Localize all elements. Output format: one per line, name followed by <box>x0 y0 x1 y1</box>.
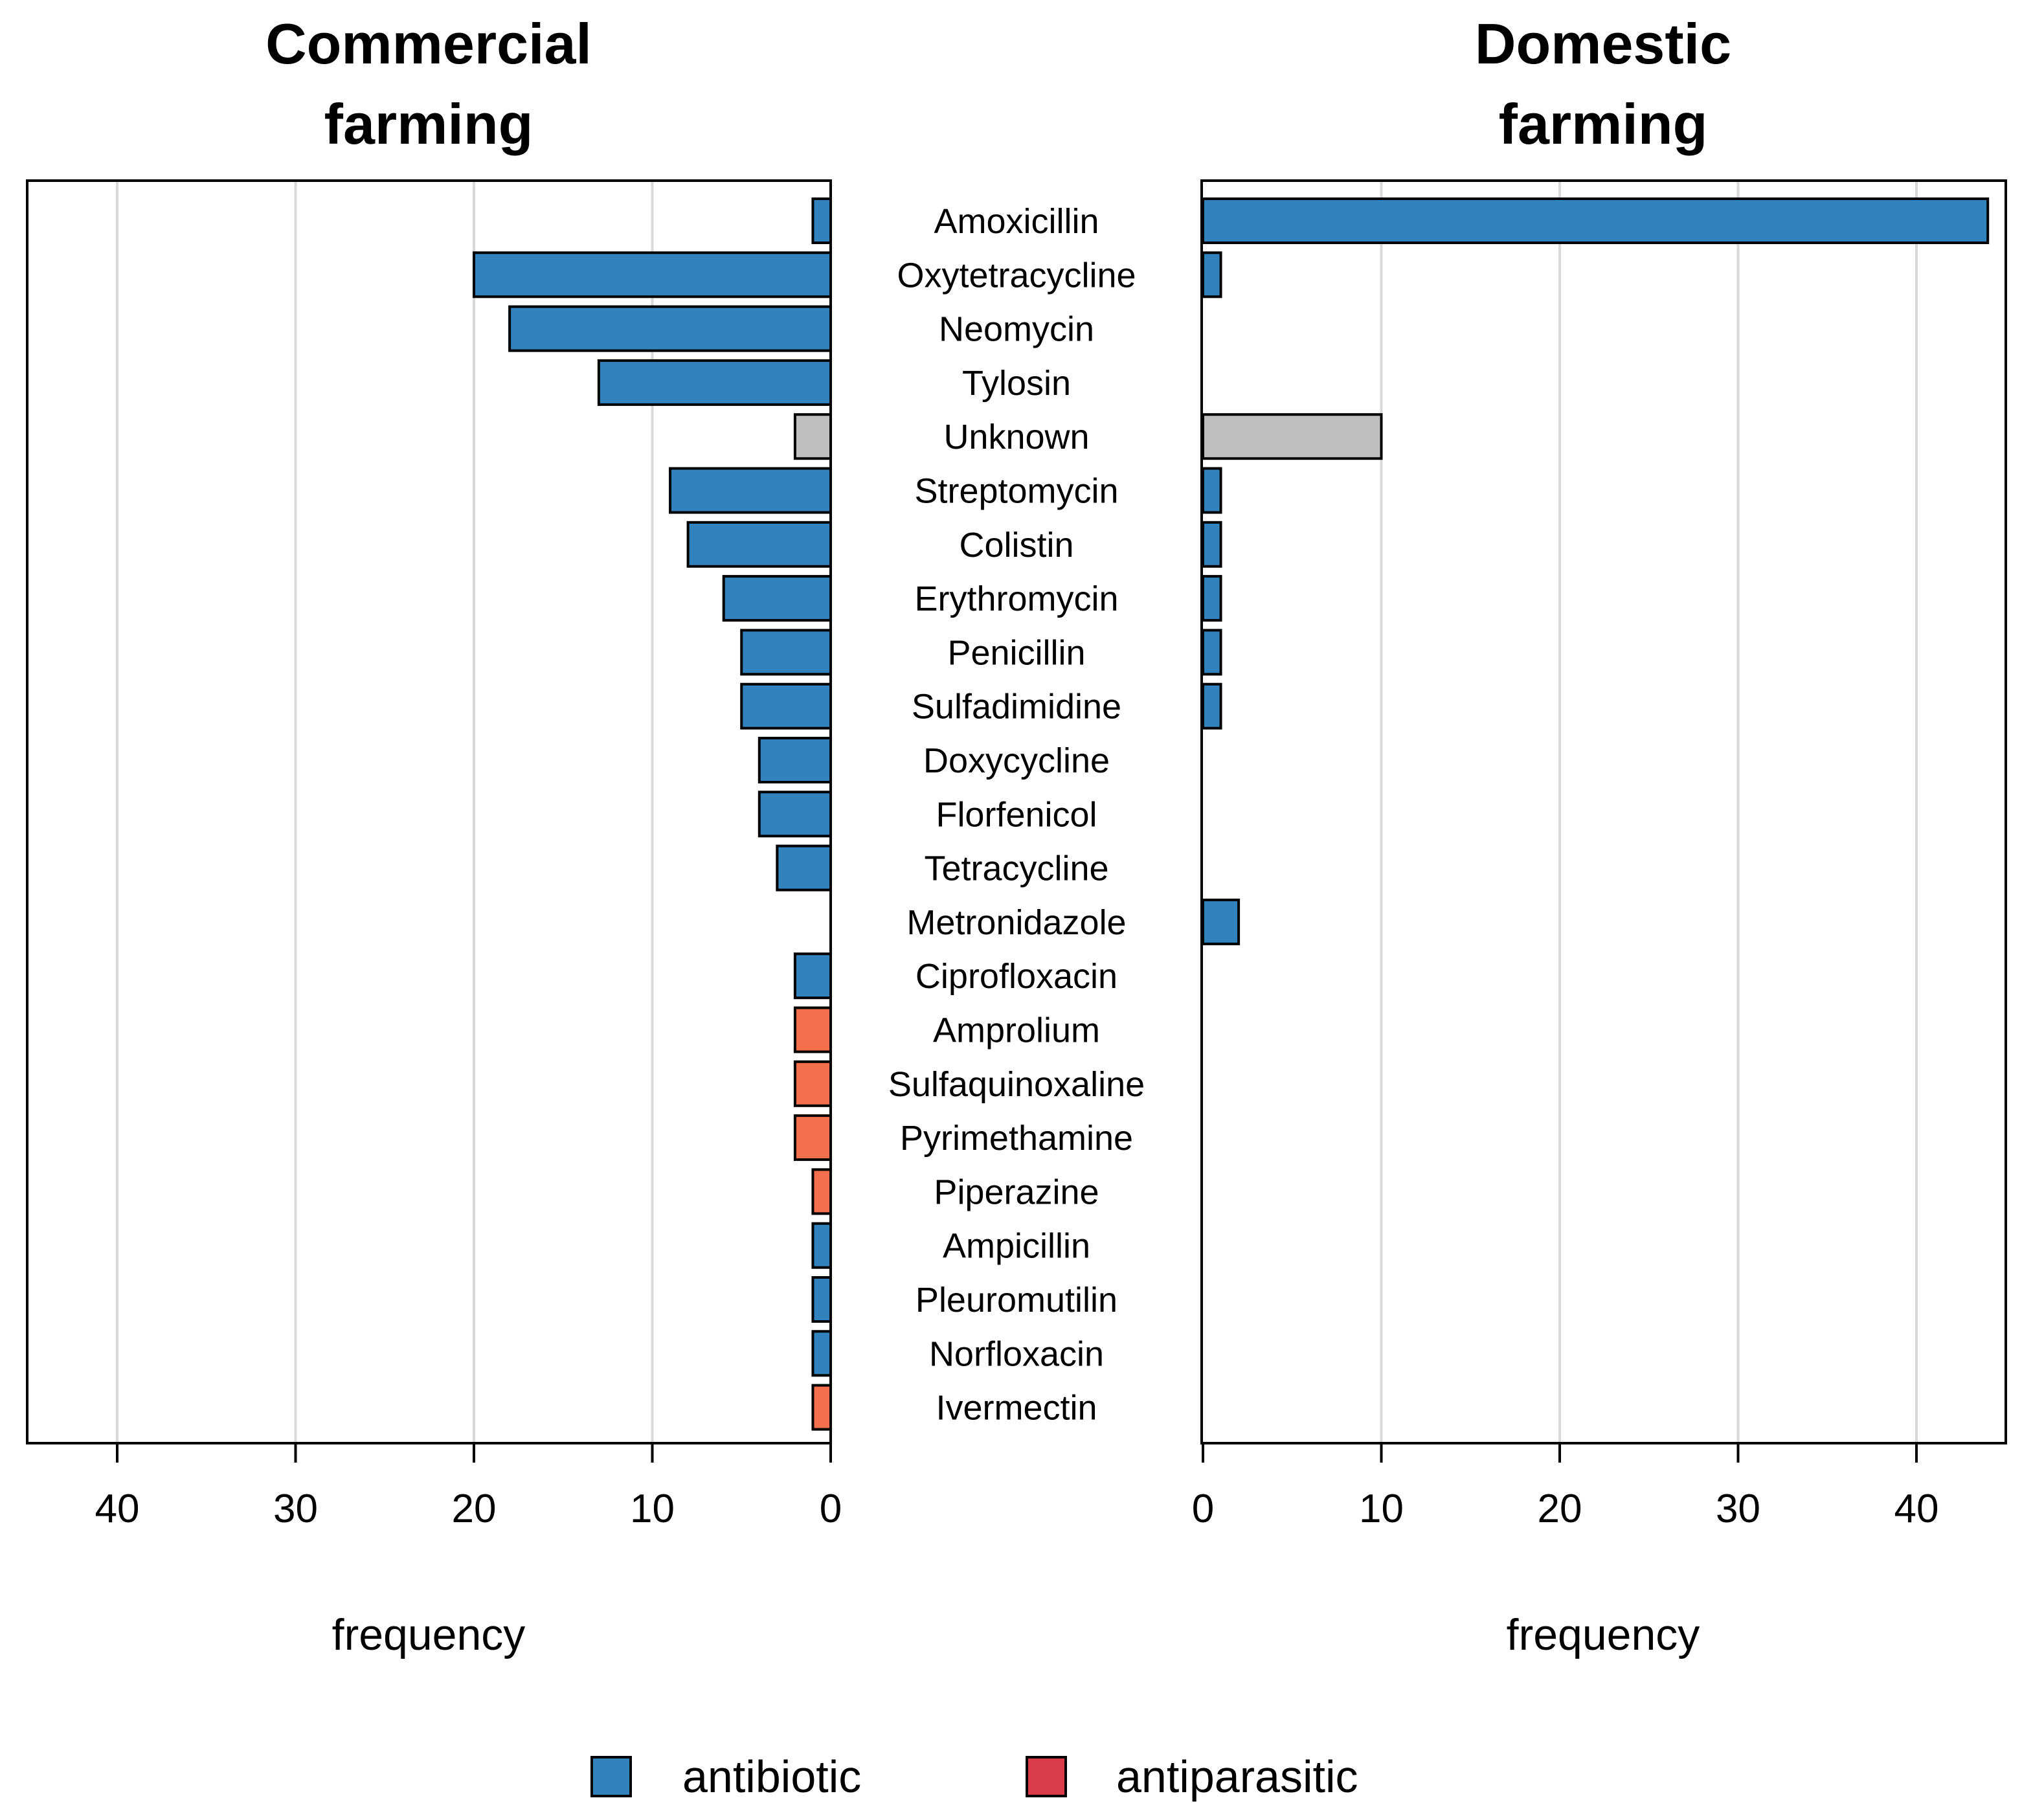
commercial-bar-unknown <box>793 413 833 460</box>
category-label-sulfadimidine: Sulfadimidine <box>912 688 1121 726</box>
domestic-bar-penicillin <box>1202 629 1222 676</box>
left-tick-label-40: 40 <box>95 1487 140 1531</box>
legend-swatch-antibiotic <box>590 1756 632 1797</box>
commercial-bar-neomycin <box>508 305 832 352</box>
category-label-amoxicillin: Amoxicillin <box>934 202 1099 241</box>
left-panel-frame <box>26 179 832 1444</box>
left-panel-bars <box>473 197 833 1431</box>
commercial-bar-pyrimethamine <box>793 1114 833 1162</box>
left-tick-label-10: 10 <box>630 1487 675 1531</box>
category-labels: Amoxicillin Oxytetracycline Neomycin Tylosi… <box>888 202 1145 1428</box>
legend-label-antiparasitic: antiparasitic <box>1116 1751 1358 1802</box>
commercial-bar-ampicillin <box>811 1222 832 1269</box>
category-label-oxytetracycline: Oxytetracycline <box>897 256 1136 295</box>
category-label-piperazine: Piperazine <box>934 1173 1099 1211</box>
category-label-erythromycin: Erythromycin <box>914 579 1118 618</box>
right-panel-gridlines <box>1380 181 1918 1443</box>
right-panel-title-line2: farming <box>1499 92 1708 156</box>
category-label-amprolium: Amprolium <box>933 1011 1100 1050</box>
category-label-ciprofloxacin: Ciprofloxacin <box>915 957 1118 996</box>
right-panel-title-line1: Domestic <box>1475 12 1731 76</box>
right-tick-label-20: 20 <box>1538 1487 1582 1531</box>
domestic-bar-metronidazole <box>1202 898 1241 945</box>
category-label-penicillin: Penicillin <box>947 633 1085 672</box>
commercial-bar-tetracycline <box>776 844 832 892</box>
domestic-bar-oxytetracycline <box>1202 251 1222 298</box>
commercial-bar-doxycycline <box>758 737 833 783</box>
domestic-bar-streptomycin <box>1202 467 1222 514</box>
domestic-bar-unknown <box>1202 413 1383 460</box>
category-label-unknown: Unknown <box>943 418 1089 456</box>
domestic-bar-colistin <box>1202 521 1222 568</box>
commercial-bar-erythromycin <box>722 575 832 622</box>
legend: antibiotic antiparasitic <box>590 1751 1358 1802</box>
right-tick-label-0: 0 <box>1192 1487 1214 1531</box>
domestic-bar-sulfadimidine <box>1202 682 1222 730</box>
commercial-bar-colistin <box>686 521 832 568</box>
left-panel-title-line1: Commercial <box>265 12 592 76</box>
commercial-bar-tylosin <box>597 359 832 406</box>
category-label-streptomycin: Streptomycin <box>914 472 1118 511</box>
left-tick-label-30: 30 <box>273 1487 318 1531</box>
category-label-colistin: Colistin <box>959 526 1073 565</box>
left-panel-xlabel: frequency <box>332 1610 526 1659</box>
commercial-bar-piperazine <box>811 1168 832 1215</box>
commercial-bar-florfenicol <box>758 791 833 838</box>
category-label-pyrimethamine: Pyrimethamine <box>900 1119 1133 1158</box>
commercial-bar-norfloxacin <box>811 1330 832 1377</box>
right-panel-xlabel: frequency <box>1507 1610 1700 1659</box>
commercial-bar-oxytetracycline <box>473 251 832 298</box>
right-tick-label-30: 30 <box>1716 1487 1760 1531</box>
category-label-ampicillin: Ampicillin <box>943 1227 1090 1266</box>
category-label-doxycycline: Doxycycline <box>923 741 1110 780</box>
category-label-norfloxacin: Norfloxacin <box>929 1334 1104 1373</box>
left-panel-gridlines <box>116 181 654 1443</box>
legend-swatch-antiparasitic <box>1026 1756 1067 1797</box>
category-label-tylosin: Tylosin <box>962 364 1071 403</box>
category-label-neomycin: Neomycin <box>939 310 1094 349</box>
commercial-bar-amoxicillin <box>811 197 832 244</box>
commercial-bar-amprolium <box>793 1006 833 1053</box>
left-tick-label-20: 20 <box>452 1487 497 1531</box>
left-tick-label-0: 0 <box>820 1487 842 1531</box>
commercial-bar-sulfadimidine <box>740 682 832 730</box>
left-panel-x-axis: 40 30 20 10 0 <box>95 1443 842 1531</box>
right-panel-bars <box>1202 197 1990 945</box>
category-label-pleuromutilin: Pleuromutilin <box>915 1281 1118 1320</box>
domestic-bar-erythromycin <box>1202 575 1222 622</box>
category-label-metronidazole: Metronidazole <box>906 903 1126 942</box>
commercial-bar-pleuromutilin <box>811 1276 832 1323</box>
left-panel-title-line2: farming <box>324 92 534 156</box>
legend-label-antibiotic: antibiotic <box>682 1751 861 1802</box>
commercial-bar-penicillin <box>740 629 832 676</box>
right-tick-label-40: 40 <box>1894 1487 1939 1531</box>
domestic-bar-amoxicillin <box>1202 197 1990 244</box>
right-panel-frame <box>1200 179 2007 1444</box>
commercial-bar-streptomycin <box>669 467 833 514</box>
category-label-sulfaquinoxaline: Sulfaquinoxaline <box>888 1065 1145 1104</box>
category-label-ivermectin: Ivermectin <box>936 1389 1097 1428</box>
category-label-florfenicol: Florfenicol <box>936 795 1097 834</box>
commercial-bar-sulfaquinoxaline <box>793 1060 833 1107</box>
right-panel-x-axis: 0 10 20 30 40 <box>1192 1443 1939 1531</box>
category-label-tetracycline: Tetracycline <box>924 849 1108 888</box>
right-tick-label-10: 10 <box>1359 1487 1404 1531</box>
commercial-bar-ivermectin <box>811 1384 832 1431</box>
commercial-bar-ciprofloxacin <box>793 952 833 1000</box>
